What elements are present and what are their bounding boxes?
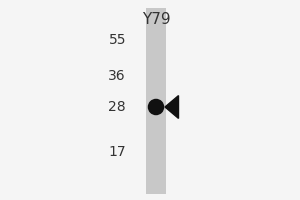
Text: Y79: Y79 (142, 12, 170, 27)
Polygon shape (165, 96, 178, 118)
Ellipse shape (148, 99, 164, 115)
Text: 55: 55 (109, 33, 126, 47)
Text: 36: 36 (108, 69, 126, 83)
Text: 17: 17 (108, 145, 126, 159)
Text: 28: 28 (108, 100, 126, 114)
Bar (146, 8, 166, 194)
